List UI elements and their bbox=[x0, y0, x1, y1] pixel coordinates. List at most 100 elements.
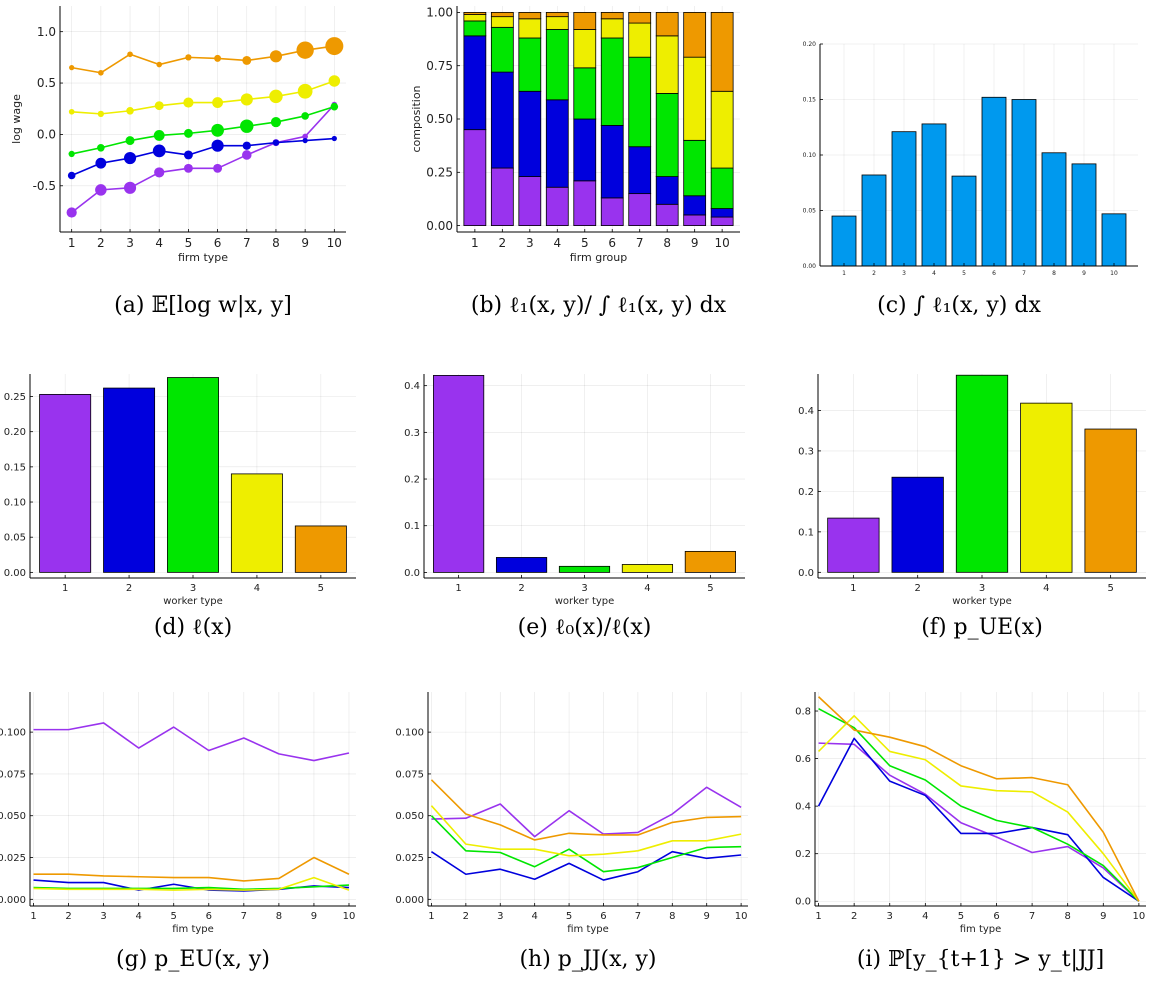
bar-segment-b bbox=[518, 37, 542, 92]
bar-segment-b bbox=[573, 118, 597, 182]
x-tick-label-i: 5 bbox=[958, 911, 964, 922]
bar-segment-b bbox=[683, 214, 707, 227]
y-tick-label-i: 0.6 bbox=[795, 754, 811, 765]
bar-c bbox=[891, 131, 917, 267]
bar-segment-b bbox=[518, 11, 542, 20]
x-tick-label-a: 8 bbox=[272, 236, 280, 250]
series-marker-a bbox=[183, 163, 193, 173]
x-tick-label-h: 3 bbox=[497, 911, 503, 922]
series-line-h bbox=[430, 805, 742, 857]
series-marker-a bbox=[123, 151, 137, 165]
y-tick-label-h: 0.100 bbox=[395, 728, 424, 739]
x-tick-label-f: 4 bbox=[1043, 583, 1049, 594]
series-marker-a bbox=[154, 167, 165, 178]
y-tick-label-i: 0.4 bbox=[795, 802, 811, 813]
bar-segment-b bbox=[710, 90, 734, 169]
bar-segment-b bbox=[710, 208, 734, 218]
series-marker-a bbox=[98, 69, 104, 76]
series-marker-a bbox=[269, 50, 283, 63]
series-line-g bbox=[33, 722, 350, 762]
bar-segment-b bbox=[655, 11, 679, 37]
y-tick-label-g: 0.050 bbox=[0, 811, 26, 822]
y-tick-label-b: 0.25 bbox=[426, 166, 453, 180]
series-marker-a bbox=[325, 37, 344, 56]
x-axis-label-i: fim type bbox=[960, 924, 1002, 935]
y-tick-label-d: 0.00 bbox=[4, 568, 26, 579]
x-tick-label-b: 3 bbox=[526, 236, 534, 250]
panel-a: 1 2 3 4 5 6 7 8 9 10 -0.5 0.0 0.5 1.0 firm type log wag… bbox=[10, 6, 346, 318]
bar-c bbox=[921, 123, 947, 267]
bar-c bbox=[981, 96, 1007, 267]
bar-e bbox=[621, 564, 674, 573]
series-marker-a bbox=[211, 139, 224, 152]
x-tick-label-g: 2 bbox=[65, 911, 71, 922]
x-tick-label-g: 6 bbox=[206, 911, 212, 922]
series-marker-a bbox=[301, 112, 309, 120]
bar-segment-b bbox=[463, 129, 487, 227]
x-tick-label-e: 1 bbox=[455, 583, 461, 594]
series-line-i bbox=[818, 696, 1140, 902]
y-tick-label-e: 0.0 bbox=[404, 568, 420, 579]
bar-segment-b bbox=[463, 14, 487, 22]
x-tick-label-c: 10 bbox=[1110, 270, 1118, 277]
series-line-a bbox=[71, 45, 335, 74]
bar-segment-b bbox=[655, 35, 679, 94]
y-tick-label-f: 0.2 bbox=[798, 487, 814, 498]
series-marker-a bbox=[153, 130, 165, 141]
series-marker-a bbox=[67, 171, 76, 180]
bar-segment-b bbox=[683, 195, 707, 216]
bar-c bbox=[831, 215, 857, 267]
bar-segment-b bbox=[683, 11, 707, 58]
bar-segment-b bbox=[600, 11, 624, 20]
panel-c: 1 2 3 4 5 6 7 8 9 10 0.00 0.05 0.10 0.15 0.20 (c) ∫ ℓ₁(… bbox=[803, 41, 1138, 318]
x-tick-label-d: 3 bbox=[190, 583, 196, 594]
series-line-h bbox=[431, 850, 742, 881]
series-marker-a bbox=[156, 61, 163, 68]
series-line-h bbox=[431, 786, 742, 838]
y-tick-label-a: -0.5 bbox=[33, 179, 56, 193]
bar-segment-b bbox=[655, 203, 679, 227]
x-tick-label-c: 3 bbox=[902, 270, 906, 277]
panel-caption-b: (b) ℓ₁(x, y)/ ∫ ℓ₁(x, y) dx bbox=[471, 293, 727, 318]
y-tick-label-f: 0.0 bbox=[798, 568, 814, 579]
bar-c bbox=[861, 174, 887, 267]
x-tick-label-c: 8 bbox=[1052, 270, 1056, 277]
x-axis-label-a: firm type bbox=[178, 251, 228, 264]
bar-segment-b bbox=[655, 93, 679, 177]
y-axis-label-b: composition bbox=[410, 85, 423, 152]
x-tick-label-b: 7 bbox=[636, 236, 644, 250]
series-marker-a bbox=[97, 143, 105, 152]
x-tick-label-f: 3 bbox=[979, 583, 985, 594]
bar-segment-b bbox=[683, 56, 707, 141]
y-tick-label-c: 0.20 bbox=[803, 41, 817, 48]
y-tick-label-f: 0.1 bbox=[798, 527, 814, 538]
x-tick-label-g: 10 bbox=[343, 911, 356, 922]
x-tick-label-a: 7 bbox=[243, 236, 251, 250]
x-tick-label-d: 2 bbox=[126, 583, 132, 594]
bar-d bbox=[39, 393, 92, 573]
y-tick-label-h: 0.000 bbox=[395, 895, 424, 906]
bar-segment-b bbox=[490, 11, 514, 18]
bar-segment-b bbox=[545, 16, 569, 30]
x-tick-label-g: 8 bbox=[276, 911, 282, 922]
series-line-a bbox=[71, 105, 335, 155]
x-tick-label-h: 9 bbox=[704, 911, 710, 922]
x-tick-label-i: 6 bbox=[993, 911, 999, 922]
x-axis-label-h: fim type bbox=[567, 924, 609, 935]
series-marker-a bbox=[127, 51, 133, 58]
series-marker-a bbox=[331, 135, 337, 142]
x-tick-label-a: 5 bbox=[185, 236, 193, 250]
x-tick-label-c: 6 bbox=[992, 270, 996, 277]
panel-caption-d: (d) ℓ(x) bbox=[154, 615, 232, 640]
x-tick-label-g: 5 bbox=[171, 911, 177, 922]
x-tick-label-c: 9 bbox=[1082, 270, 1086, 277]
x-tick-label-e: 3 bbox=[581, 583, 587, 594]
bar-segment-b bbox=[545, 11, 569, 18]
y-tick-label-d: 0.20 bbox=[4, 427, 26, 438]
series-line-a bbox=[71, 104, 335, 214]
series-marker-a bbox=[183, 150, 193, 160]
x-tick-label-f: 5 bbox=[1107, 583, 1113, 594]
y-axis-label-a: log wage bbox=[10, 94, 23, 144]
panel-caption-e: (e) ℓ₀(x)/ℓ(x) bbox=[518, 615, 652, 640]
